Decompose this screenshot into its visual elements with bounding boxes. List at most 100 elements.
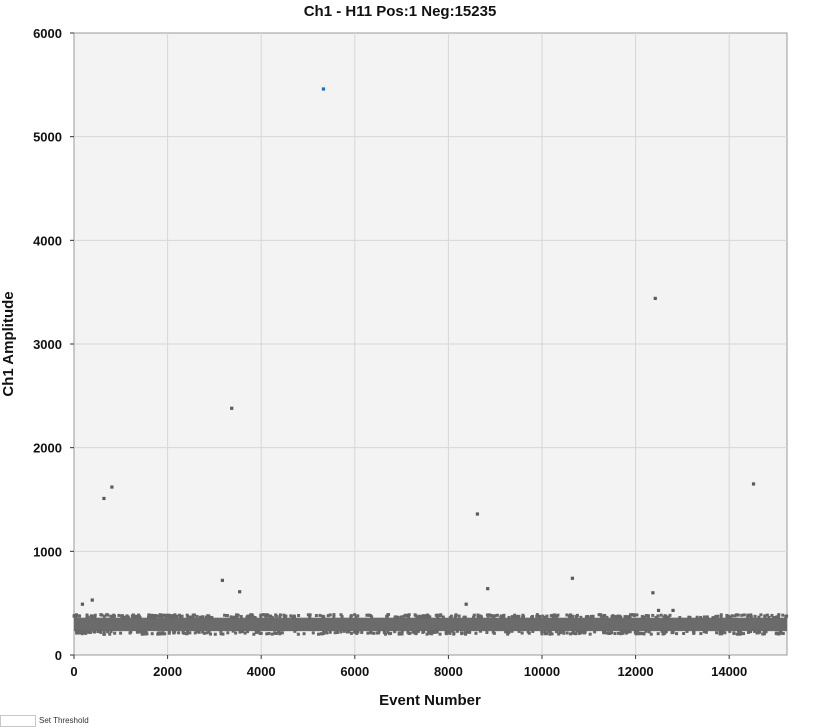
baseline-droplet [735, 632, 739, 636]
baseline-droplet [174, 614, 178, 618]
baseline-droplet [434, 613, 438, 617]
baseline-droplet [742, 632, 746, 636]
baseline-droplet [781, 631, 785, 635]
baseline-droplet [565, 631, 569, 635]
baseline-droplet [759, 613, 763, 617]
y-axis-label: Ch1 Amplitude [0, 291, 17, 396]
baseline-droplet [521, 616, 525, 620]
baseline-droplet [204, 615, 208, 619]
baseline-droplet [421, 614, 425, 618]
baseline-droplet [192, 613, 196, 617]
baseline-droplet [241, 630, 245, 634]
baseline-droplet [85, 613, 89, 617]
baseline-droplet [417, 614, 421, 618]
baseline-droplet [500, 615, 504, 619]
baseline-droplet [517, 629, 521, 633]
baseline-droplet [579, 615, 583, 619]
baseline-droplet [556, 613, 560, 617]
baseline-droplet [623, 615, 627, 619]
baseline-droplet [736, 613, 740, 617]
baseline-droplet [757, 615, 761, 619]
baseline-droplet [246, 630, 250, 634]
negative-droplet-point [230, 406, 234, 410]
baseline-band [74, 617, 787, 632]
baseline-droplet [74, 613, 78, 617]
baseline-droplet [206, 614, 210, 618]
baseline-droplet [168, 614, 172, 618]
baseline-droplet [193, 631, 197, 635]
baseline-droplet [166, 614, 170, 618]
baseline-droplet [416, 615, 420, 619]
set-threshold-input[interactable] [0, 715, 36, 727]
baseline-droplet [109, 614, 113, 618]
negative-droplet-point [464, 602, 468, 606]
baseline-droplet [663, 630, 667, 634]
baseline-droplet [349, 614, 353, 618]
baseline-droplet [562, 631, 566, 635]
baseline-droplet [131, 615, 135, 619]
baseline-droplet [181, 630, 185, 634]
baseline-droplet [340, 615, 344, 619]
baseline-droplet [322, 631, 326, 635]
baseline-droplet [253, 615, 257, 619]
baseline-droplet [159, 631, 163, 635]
baseline-droplet [247, 615, 251, 619]
baseline-droplet [699, 615, 703, 619]
baseline-droplet [339, 613, 343, 617]
baseline-droplet [621, 631, 625, 635]
baseline-droplet [718, 632, 722, 636]
baseline-droplet [530, 615, 534, 619]
baseline-droplet [520, 631, 524, 635]
baseline-droplet [170, 615, 174, 619]
baseline-droplet [252, 632, 256, 636]
baseline-droplet [628, 630, 632, 634]
baseline-droplet [135, 630, 139, 634]
baseline-droplet [633, 613, 637, 617]
baseline-droplet [656, 632, 660, 636]
baseline-droplet [575, 629, 579, 633]
baseline-droplet [543, 615, 547, 619]
baseline-droplet [660, 629, 664, 633]
baseline-droplet [78, 614, 82, 618]
baseline-droplet [565, 613, 569, 617]
baseline-droplet [207, 630, 211, 634]
baseline-droplet [728, 629, 732, 633]
baseline-droplet [571, 614, 575, 618]
baseline-droplet [619, 632, 623, 636]
baseline-droplet [157, 614, 161, 618]
baseline-droplet [80, 630, 84, 634]
baseline-droplet [111, 614, 115, 618]
baseline-droplet [726, 614, 730, 618]
baseline-droplet [568, 632, 572, 636]
baseline-droplet [142, 630, 146, 634]
negative-droplet-point [475, 512, 480, 516]
negative-droplet-point [570, 576, 575, 580]
baseline-droplet [198, 615, 202, 619]
baseline-droplet [716, 614, 720, 618]
baseline-droplet [685, 629, 689, 633]
baseline-droplet [200, 616, 204, 620]
baseline-droplet [75, 630, 79, 634]
baseline-droplet [457, 614, 461, 618]
baseline-droplet [772, 616, 776, 620]
baseline-droplet [145, 632, 149, 636]
x-tick-label: 14000 [711, 664, 747, 679]
baseline-droplet [614, 615, 618, 619]
baseline-droplet [544, 632, 548, 636]
baseline-droplet [641, 615, 645, 619]
x-tick-label: 2000 [153, 664, 182, 679]
baseline-droplet [562, 629, 566, 633]
baseline-droplet [154, 614, 158, 618]
baseline-droplet [407, 613, 411, 617]
baseline-droplet [491, 630, 495, 634]
baseline-droplet [449, 614, 453, 618]
baseline-droplet [400, 629, 404, 633]
baseline-droplet [197, 630, 201, 634]
baseline-droplet [86, 615, 90, 619]
baseline-droplet [92, 630, 96, 634]
y-tick-label: 0 [55, 648, 62, 663]
baseline-droplet [620, 629, 624, 633]
baseline-droplet [263, 613, 267, 617]
baseline-droplet [550, 632, 554, 636]
baseline-droplet [369, 630, 373, 634]
